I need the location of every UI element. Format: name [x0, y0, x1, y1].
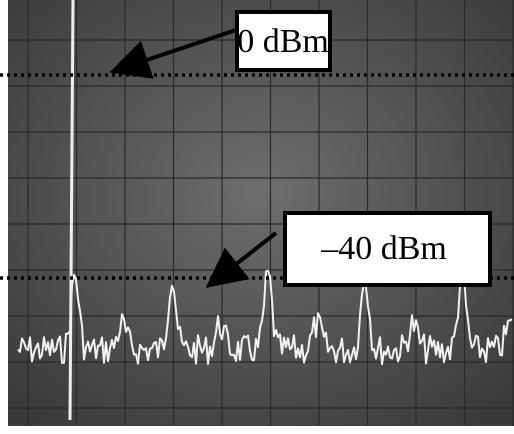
- label: 0 dBm: [237, 23, 329, 60]
- arrow: [109, 28, 237, 79]
- label: –40 dBm: [320, 230, 447, 267]
- label-box: [235, 10, 332, 72]
- carrier-spike: [68, 0, 75, 421]
- label-box: [283, 211, 492, 287]
- arrow: [205, 231, 278, 288]
- trace: [17, 261, 513, 366]
